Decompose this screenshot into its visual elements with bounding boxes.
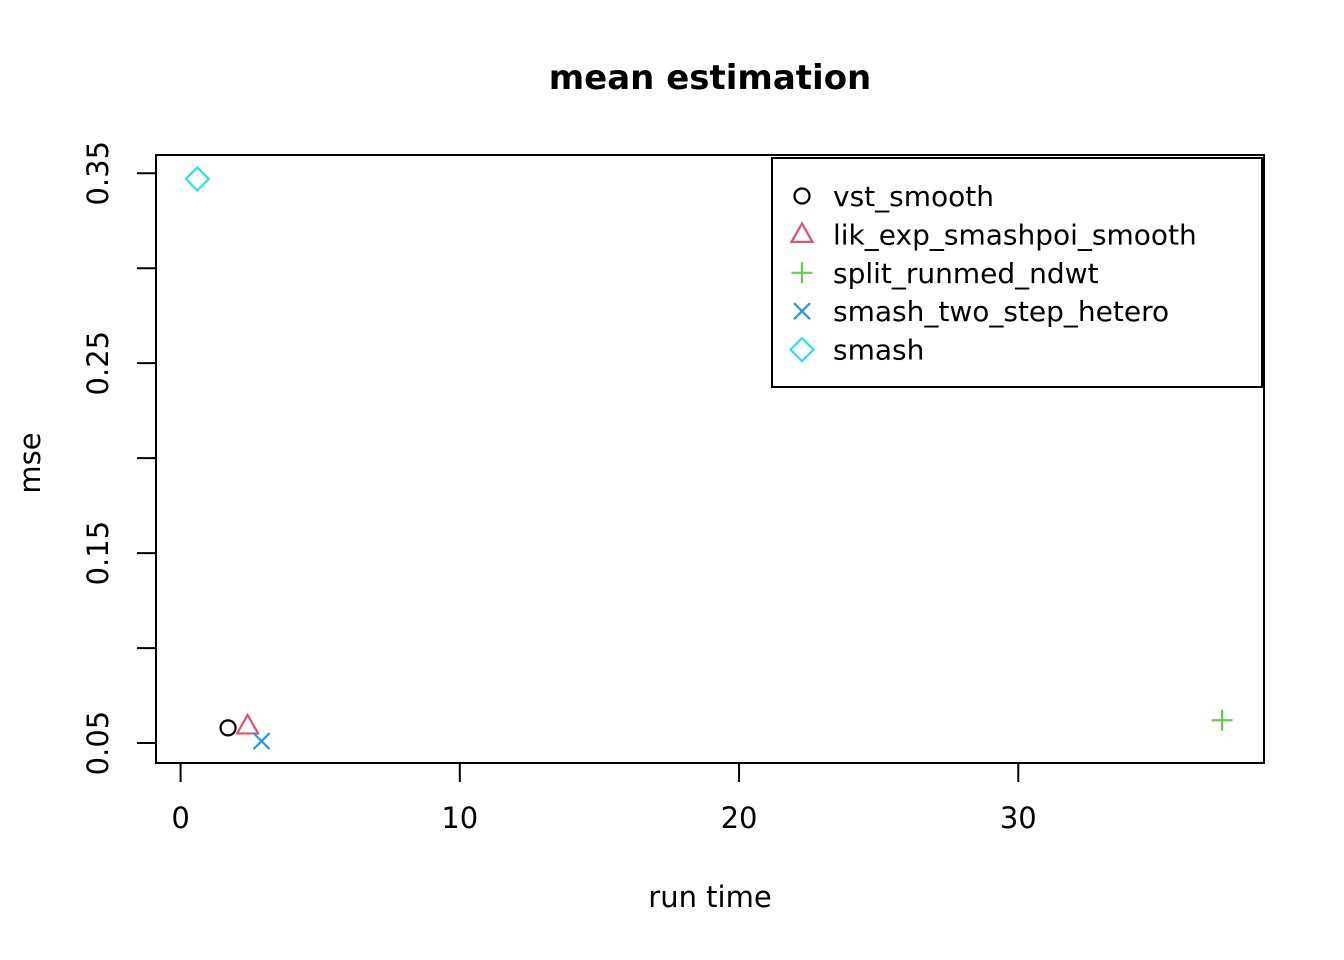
legend-label: smash (833, 334, 924, 367)
legend-symbol-diamond (788, 336, 816, 363)
y-tick-label: 0.05 (81, 711, 115, 776)
legend-label: smash_two_step_hetero (833, 295, 1169, 328)
data-point-lik_exp_smashpoi_smooth (235, 712, 260, 735)
y-tick-label: 0.25 (81, 331, 115, 396)
y-tick-label: 0.15 (81, 521, 115, 586)
legend-label: lik_exp_smashpoi_smooth (833, 218, 1197, 251)
y-tick-label: 0.35 (81, 141, 115, 206)
legend-symbol-x (793, 302, 811, 320)
legend-symbol-circle (793, 187, 811, 205)
x-tick-label: 30 (1000, 801, 1037, 835)
legend-label: split_runmed_ndwt (833, 257, 1099, 290)
legend-label: vst_smooth (833, 180, 994, 213)
x-axis-title: run time (648, 880, 772, 914)
data-point-smash_two_step_hetero (252, 732, 271, 750)
data-point-split_runmed_ndwt (1211, 709, 1233, 731)
legend-symbol-plus (791, 262, 813, 284)
chart-title: mean estimation (548, 58, 872, 98)
legend-box (771, 157, 1263, 388)
data-point-vst_smooth (219, 719, 237, 737)
x-tick-label: 20 (721, 801, 758, 835)
x-tick-label: 10 (441, 801, 478, 835)
legend-symbol-triangle (789, 221, 815, 243)
data-point-smash (184, 165, 211, 192)
x-tick-label: 0 (171, 801, 189, 835)
